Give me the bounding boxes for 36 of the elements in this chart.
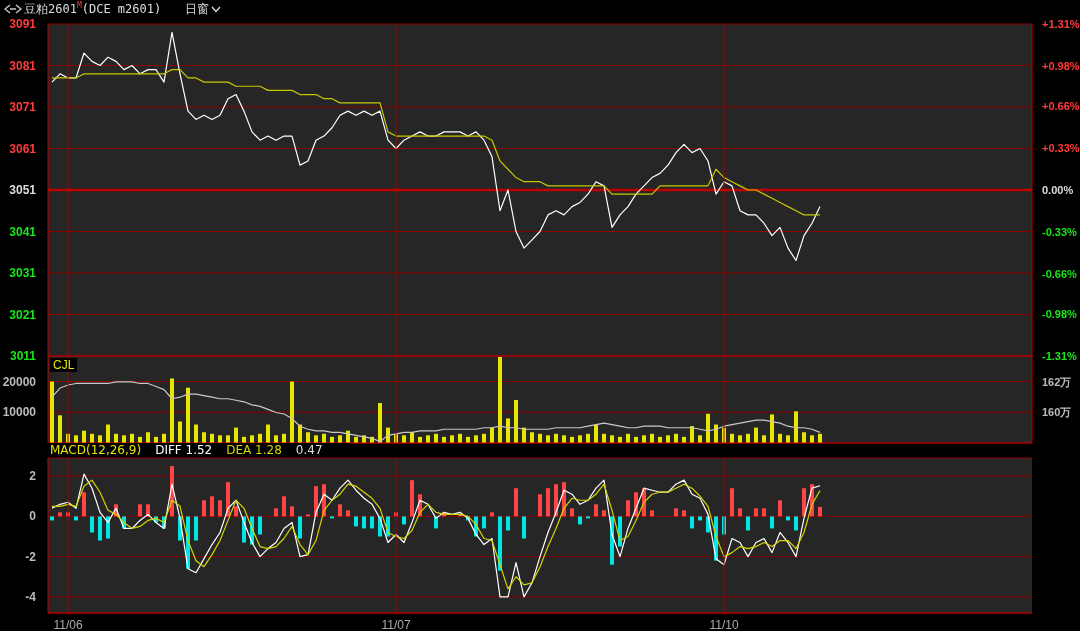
annotation: DIFF 1.52 [155, 443, 213, 457]
x-tick-label: 11/06 [53, 618, 83, 631]
annotation: 0.47 [295, 443, 323, 457]
y-tick-label: 10000 [2, 405, 37, 420]
y-tick-label: 3021 [9, 307, 37, 322]
y-tick-label: 3071 [9, 100, 37, 114]
y-tick-label: 3061 [9, 141, 37, 156]
y2-tick-label: +1.31% [1042, 18, 1080, 30]
y2-tick-label: +0.98% [1042, 59, 1080, 72]
y2-tick-label: +0.33% [1042, 142, 1080, 155]
x-tick-label: 11/07 [381, 618, 411, 631]
y-tick-label: 0 [29, 509, 37, 524]
y-tick-label: 3081 [9, 58, 37, 73]
y-tick-label: 3091 [9, 17, 37, 31]
y-tick-label: 3031 [9, 266, 37, 280]
y-tick-label: -2 [25, 549, 37, 564]
y2-tick-label: -0.66% [1042, 267, 1078, 280]
x-tick-label: 11/10 [709, 618, 739, 631]
y2-tick-label: 162万 [1042, 375, 1072, 388]
y2-tick-label: +0.66% [1042, 100, 1080, 113]
y2-tick-label: -1.31% [1042, 350, 1078, 362]
y2-tick-label: -0.98% [1042, 308, 1078, 321]
chart-subtitle: 日窗 [185, 0, 210, 18]
y-tick-label: 3041 [9, 224, 37, 239]
y2-tick-label: -0.33% [1042, 225, 1078, 238]
annotation: DEA 1.28 [226, 443, 282, 457]
chart-title: CJL [50, 358, 78, 372]
y2-tick-label: 160万 [1042, 406, 1072, 419]
chart-title: 豆粕2601$^{M}$(DCE m2601) [24, 0, 162, 18]
y-tick-label: 20000 [2, 374, 37, 389]
y-tick-label: -4 [25, 589, 37, 604]
y2-tick-label: 0.00% [1042, 184, 1074, 196]
y-tick-label: 3011 [9, 349, 37, 363]
y-tick-label: 3051 [9, 183, 37, 197]
y-tick-label: 2 [29, 469, 37, 484]
chart-title: MACD(12,26,9) [50, 443, 142, 457]
